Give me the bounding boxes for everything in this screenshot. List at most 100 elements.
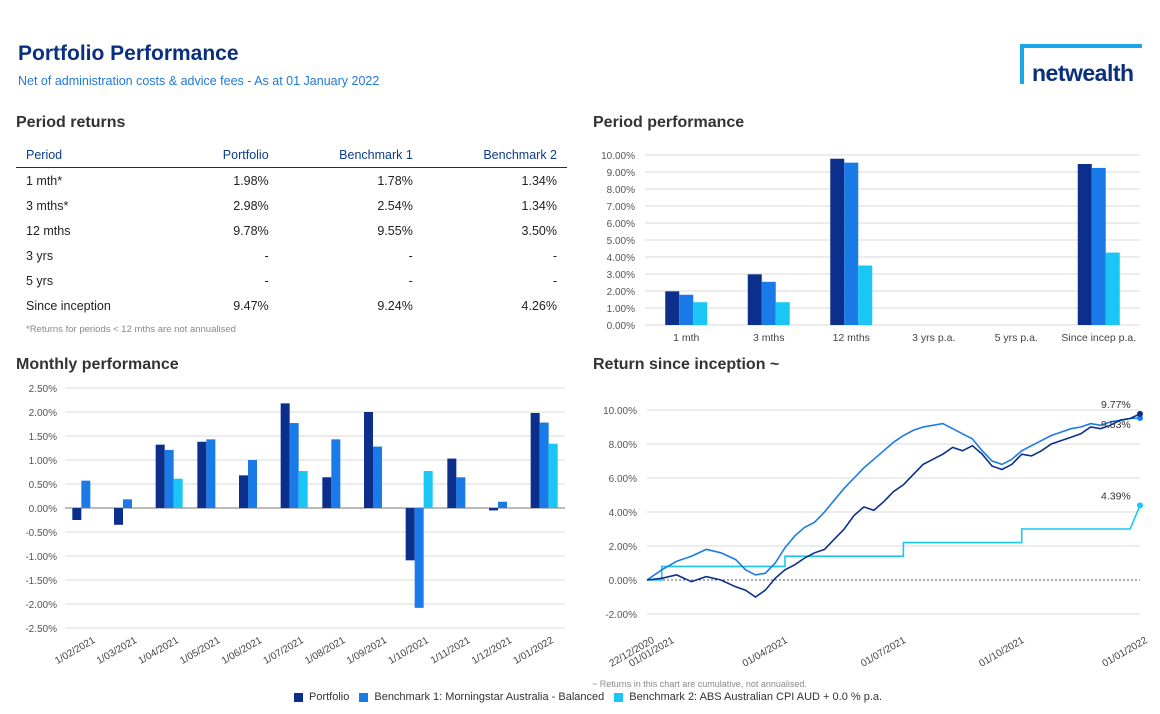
x-tick-label: 1/07/2021 (262, 635, 306, 667)
legend-item-benchmark1: Benchmark 1: Morningstar Australia - Bal… (359, 691, 604, 703)
x-tick-label: 1/08/2021 (303, 635, 347, 667)
bar (155, 444, 165, 508)
bar (81, 480, 91, 508)
bar (844, 162, 859, 325)
inception-chart-note: ~ Returns in this chart are cumulative, … (592, 679, 807, 689)
legend-swatch-benchmark1 (359, 692, 369, 702)
series-line (646, 413, 1141, 598)
bar (197, 441, 207, 508)
series-end-marker (1137, 502, 1143, 509)
bar (539, 422, 549, 508)
x-tick-label: 1/02/2021 (53, 635, 97, 667)
column-header-portfolio: Portfolio (177, 143, 279, 168)
table-row: 1 mth* 1.98% 1.78% 1.34% (16, 168, 567, 194)
table-cell: 3 mths* (26, 198, 69, 213)
bar (72, 508, 82, 520)
x-tick-label: 01/10/2021 (977, 635, 1026, 670)
y-tick-label: 2.00% (609, 542, 637, 553)
y-tick-label: 1.50% (29, 432, 57, 443)
column-header-period: Period (16, 143, 178, 168)
table-cell: 9.55% (377, 223, 413, 238)
y-tick-label: 0.50% (29, 480, 57, 491)
y-tick-label: 9.00% (607, 168, 635, 179)
y-tick-label: 0.00% (607, 321, 635, 332)
bar (1077, 164, 1092, 325)
legend-item-benchmark2: Benchmark 2: ABS Australian CPI AUD + 0.… (614, 691, 882, 703)
x-tick-label: 1/09/2021 (345, 635, 389, 667)
y-tick-label: 5.00% (607, 236, 635, 247)
table-cell: - (552, 248, 557, 263)
series-end-label: 9.77% (1101, 399, 1131, 411)
bar (322, 477, 332, 508)
table-cell: - (264, 273, 269, 288)
table-cell: 9.24% (377, 298, 413, 313)
y-tick-label: -2.00% (25, 600, 57, 611)
y-tick-label: -1.00% (25, 552, 57, 563)
x-tick-label: 01/01/2022 (1101, 635, 1150, 670)
table-row: 3 yrs - - - (16, 243, 567, 268)
bar (239, 475, 248, 508)
bar (373, 446, 382, 508)
table-cell: 1.98% (233, 173, 269, 188)
x-tick-label: 1 mth (673, 332, 699, 344)
bar (114, 508, 123, 525)
table-cell: 9.47% (233, 298, 269, 313)
x-tick-label: 3 mths (753, 332, 785, 344)
table-row: 5 yrs - - - (16, 268, 567, 293)
logo-text: netwealth (1032, 60, 1134, 86)
chart-legend: Portfolio Benchmark 1: Morningstar Austr… (294, 691, 892, 703)
logo-accent-bar (1020, 44, 1142, 48)
y-tick-label: 1.00% (607, 304, 635, 315)
series-end-label: 4.39% (1101, 490, 1131, 502)
bar (456, 477, 466, 508)
table-cell: 3.50% (521, 223, 557, 238)
bar (423, 471, 433, 508)
x-tick-label: 12 mths (833, 332, 870, 344)
bar (1091, 167, 1106, 325)
bar (173, 478, 183, 508)
series-end-label: 9.53% (1101, 419, 1131, 431)
table-cell: 1 mth* (26, 173, 63, 188)
bar (761, 281, 776, 325)
x-tick-label: 1/10/2021 (387, 635, 431, 667)
table-cell: 9.78% (233, 223, 269, 238)
legend-swatch-benchmark2 (614, 692, 624, 702)
return-since-inception-chart: 10.00%8.00%6.00%4.00%2.00%0.00%-2.00%22/… (603, 399, 1150, 670)
monthly-performance-heading: Monthly performance (16, 356, 179, 373)
y-tick-label: 1.00% (29, 456, 57, 467)
y-tick-label: 8.00% (607, 185, 635, 196)
bar (164, 449, 174, 508)
bar (280, 403, 290, 508)
bar (405, 508, 415, 561)
table-cell: 1.34% (521, 198, 557, 213)
bar (858, 265, 873, 325)
bar (298, 471, 308, 508)
bar (206, 439, 216, 508)
legend-swatch-portfolio (294, 692, 303, 702)
bar (775, 302, 790, 325)
page-title: Portfolio Performance (18, 42, 239, 65)
y-tick-label: -1.50% (25, 576, 57, 587)
x-tick-label: 1/03/2021 (95, 635, 139, 667)
table-cell: 3 yrs (26, 248, 54, 263)
x-tick-label: 1/01/2022 (512, 635, 556, 667)
y-tick-label: 7.00% (607, 202, 635, 213)
bar (123, 499, 132, 508)
bar (364, 412, 373, 508)
netwealth-logo: netwealth (1020, 44, 1144, 88)
bar (679, 294, 694, 325)
y-tick-label: 4.00% (607, 253, 635, 264)
y-tick-label: 2.00% (29, 408, 57, 419)
legend-item-portfolio: Portfolio (294, 691, 349, 703)
table-cell: 12 mths (26, 223, 71, 238)
bar (248, 460, 257, 508)
period-performance-chart: 0.00% 1.00% 2.00% 3.00% 4.00% 5.00% 6.00% 7.00%… (601, 151, 1140, 344)
y-tick-label: -2.00% (605, 610, 637, 621)
bar (530, 412, 540, 508)
y-tick-label: 3.00% (607, 270, 635, 281)
page-subtitle: Net of administration costs & advice fee… (18, 74, 380, 88)
table-cell: 1.78% (377, 173, 413, 188)
table-cell: 2.98% (233, 198, 269, 213)
logo-accent-vbar (1020, 44, 1024, 84)
bar (447, 458, 457, 508)
